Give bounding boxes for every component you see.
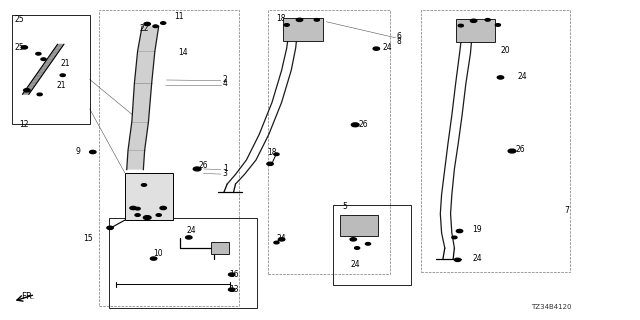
Text: 17: 17 <box>142 179 152 188</box>
Circle shape <box>90 150 96 154</box>
Circle shape <box>144 22 150 26</box>
Text: 6: 6 <box>397 32 402 41</box>
Circle shape <box>143 216 151 220</box>
Text: 25: 25 <box>14 43 24 52</box>
Text: 25: 25 <box>14 15 24 24</box>
Circle shape <box>228 288 235 291</box>
Circle shape <box>36 52 41 55</box>
Bar <box>125 173 173 220</box>
Text: 20: 20 <box>500 46 510 55</box>
Circle shape <box>267 162 273 165</box>
Circle shape <box>21 46 28 49</box>
Circle shape <box>130 206 136 210</box>
Text: 21: 21 <box>61 59 70 68</box>
Text: 22: 22 <box>140 24 149 33</box>
Circle shape <box>153 25 158 28</box>
Circle shape <box>156 214 161 216</box>
Circle shape <box>150 257 157 260</box>
Circle shape <box>296 18 303 21</box>
Text: 15: 15 <box>83 234 93 243</box>
Circle shape <box>160 206 166 210</box>
Circle shape <box>135 207 140 210</box>
Circle shape <box>24 89 30 92</box>
Bar <box>283 18 323 41</box>
Text: 9: 9 <box>76 147 81 156</box>
Text: 4: 4 <box>223 79 228 88</box>
Circle shape <box>365 243 371 245</box>
Circle shape <box>278 238 285 241</box>
Text: 19: 19 <box>357 225 367 234</box>
Circle shape <box>456 229 463 233</box>
Circle shape <box>284 24 289 26</box>
Circle shape <box>454 258 461 261</box>
Circle shape <box>373 47 380 50</box>
Circle shape <box>161 22 166 24</box>
Bar <box>268 10 390 274</box>
Bar <box>456 19 495 42</box>
Text: 18: 18 <box>276 14 286 23</box>
Text: 13: 13 <box>229 285 239 294</box>
Text: 16: 16 <box>229 270 239 279</box>
Circle shape <box>60 74 65 76</box>
Circle shape <box>350 238 356 241</box>
Text: 18: 18 <box>268 148 277 157</box>
Text: 24: 24 <box>187 226 196 235</box>
Text: 14: 14 <box>178 48 188 57</box>
Bar <box>211 242 229 254</box>
Text: 19: 19 <box>472 225 482 234</box>
Circle shape <box>355 247 360 249</box>
Bar <box>333 205 411 285</box>
Circle shape <box>497 76 504 79</box>
Circle shape <box>485 19 490 21</box>
Text: TZ34B4120: TZ34B4120 <box>531 304 572 310</box>
Bar <box>99 10 239 306</box>
Circle shape <box>351 123 359 127</box>
Text: 24: 24 <box>383 43 392 52</box>
Circle shape <box>452 236 457 239</box>
Circle shape <box>470 19 477 22</box>
Circle shape <box>41 58 46 60</box>
Text: 11: 11 <box>174 12 184 21</box>
Polygon shape <box>127 26 159 170</box>
Circle shape <box>274 241 279 244</box>
Text: 23: 23 <box>128 203 138 212</box>
Text: 24: 24 <box>472 254 482 263</box>
Circle shape <box>508 149 516 153</box>
Bar <box>109 218 257 308</box>
Text: 2: 2 <box>223 75 227 84</box>
Text: 5: 5 <box>342 202 348 211</box>
Circle shape <box>141 184 147 186</box>
Text: 10: 10 <box>154 249 163 258</box>
Circle shape <box>37 93 42 96</box>
Text: 26: 26 <box>358 120 368 129</box>
Text: FR.: FR. <box>21 292 35 301</box>
Text: 26: 26 <box>198 161 208 170</box>
Bar <box>340 215 378 236</box>
Text: 8: 8 <box>397 37 401 46</box>
Text: 21: 21 <box>56 81 66 90</box>
Text: 24: 24 <box>276 234 286 243</box>
Circle shape <box>274 153 279 156</box>
Text: 1: 1 <box>223 164 227 173</box>
Bar <box>12 15 90 124</box>
Text: 12: 12 <box>19 120 29 129</box>
Circle shape <box>186 236 192 239</box>
Bar <box>421 10 570 272</box>
Circle shape <box>458 24 463 27</box>
Circle shape <box>135 214 140 216</box>
Text: 24: 24 <box>351 260 360 269</box>
Text: 26: 26 <box>515 145 525 154</box>
Circle shape <box>314 19 319 21</box>
Circle shape <box>228 273 235 276</box>
Text: 7: 7 <box>564 206 570 215</box>
Circle shape <box>193 167 201 171</box>
Text: 24: 24 <box>517 72 527 81</box>
Text: 3: 3 <box>223 169 228 178</box>
Circle shape <box>495 24 500 26</box>
Circle shape <box>107 226 113 229</box>
